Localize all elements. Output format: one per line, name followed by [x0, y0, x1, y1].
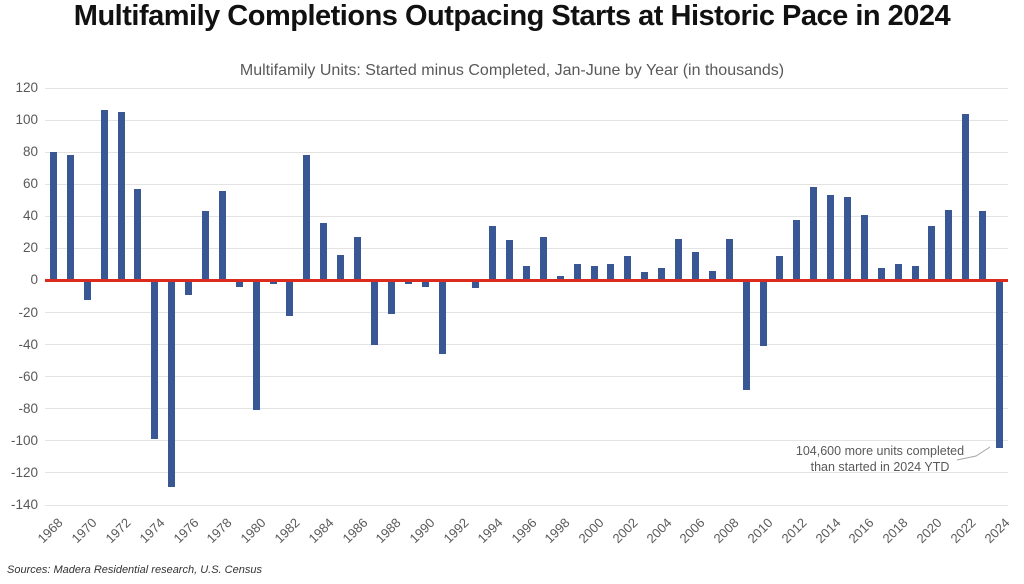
bar-1985	[337, 254, 345, 281]
page-title: Multifamily Completions Outpacing Starts…	[73, 0, 951, 32]
bar-2024	[996, 280, 1004, 449]
bar-1997	[539, 237, 547, 281]
bar-1977	[202, 211, 209, 281]
bar-1988	[387, 280, 395, 315]
sources-note: Sources: Madera Residential research, U.…	[7, 564, 262, 576]
bar-2016	[860, 214, 868, 281]
bar-2003	[641, 272, 649, 281]
bar-1973	[134, 189, 142, 281]
gridline-60	[45, 183, 1008, 185]
bar-1979	[235, 280, 243, 287]
bar-2014	[827, 195, 835, 281]
gridline-120	[45, 87, 1008, 89]
bar-1990	[421, 280, 429, 287]
bar-1975	[168, 280, 176, 488]
y-axis-tick-0: 0	[30, 272, 38, 288]
bar-1998	[556, 275, 564, 281]
bar-1969	[66, 155, 74, 281]
bar-1972	[117, 112, 125, 281]
bar-2010	[759, 280, 767, 347]
y-axis-tick--120: -120	[10, 464, 38, 480]
bar-2000	[590, 266, 598, 281]
bar-2009	[742, 280, 750, 390]
bar-1978	[218, 190, 226, 281]
annotation-line-1: 104,600 more units completed	[795, 444, 965, 458]
bar-2020	[928, 225, 936, 281]
bar-1976	[185, 280, 193, 295]
bar-2006	[691, 251, 699, 281]
gridline-40	[45, 215, 1008, 217]
bar-1980	[252, 280, 260, 411]
bar-2021	[945, 209, 953, 281]
gridline-20	[45, 247, 1008, 249]
bar-2011	[776, 256, 784, 281]
bar-2005	[675, 238, 683, 281]
bar-1987	[370, 280, 378, 345]
gridline-100	[45, 119, 1008, 121]
y-axis-tick--140: -140	[10, 497, 38, 512]
bar-1993	[472, 280, 480, 289]
gridline--100	[45, 440, 1008, 442]
bar-2008	[725, 238, 733, 281]
gridline--60	[45, 376, 1008, 378]
bar-2019	[911, 266, 919, 281]
bar-2022	[962, 113, 970, 281]
y-axis-tick--80: -80	[18, 400, 38, 416]
annotation-line-2: than started in 2024 YTD	[810, 460, 950, 475]
y-axis-tick--100: -100	[10, 432, 38, 448]
y-axis-tick-40: 40	[22, 208, 38, 224]
callout-line	[956, 446, 991, 461]
bar-1970	[83, 280, 91, 300]
bar-2015	[844, 197, 851, 281]
bar-1994	[489, 225, 497, 281]
bar-1982	[286, 280, 294, 316]
bar-2012	[793, 219, 801, 281]
bar-2018	[894, 264, 902, 281]
y-axis-tick-100: 100	[15, 112, 38, 128]
y-axis-tick--40: -40	[18, 336, 38, 352]
bar-1968	[49, 152, 57, 281]
gridline--40	[45, 344, 1008, 346]
y-axis-tick-80: 80	[22, 144, 38, 160]
bar-2023	[979, 211, 987, 281]
gridline--140	[45, 504, 1008, 506]
bar-2017	[877, 267, 885, 281]
gridline--120	[45, 472, 1008, 474]
bar-2001	[607, 264, 615, 281]
bar-1986	[354, 237, 362, 281]
y-axis-tick--20: -20	[18, 304, 38, 320]
bar-1999	[573, 264, 581, 281]
bar-1983	[303, 155, 311, 281]
y-axis-tick-60: 60	[22, 176, 38, 192]
gridline--20	[45, 312, 1008, 314]
y-axis-tick-120: 120	[15, 80, 38, 95]
bar-2013	[810, 187, 818, 281]
bar-2002	[624, 256, 632, 281]
bar-1989	[404, 280, 412, 284]
chart-subtitle: Multifamily Units: Started minus Complet…	[239, 62, 785, 79]
gridline--80	[45, 408, 1008, 410]
bar-1981	[269, 280, 277, 284]
data-callout-annotation: 104,600 more units completed than starte…	[788, 443, 972, 476]
bar-1996	[523, 266, 530, 281]
bar-1995	[506, 240, 514, 281]
y-axis-tick-20: 20	[22, 240, 38, 256]
bar-1991	[438, 280, 446, 355]
bar-1971	[100, 110, 108, 281]
gridline-80	[45, 151, 1008, 153]
bar-2004	[658, 267, 666, 281]
y-axis-tick--60: -60	[18, 368, 38, 384]
bar-1984	[320, 222, 328, 281]
bar-1974	[151, 280, 159, 440]
zero-baseline	[45, 278, 1008, 282]
bar-2007	[708, 270, 716, 281]
